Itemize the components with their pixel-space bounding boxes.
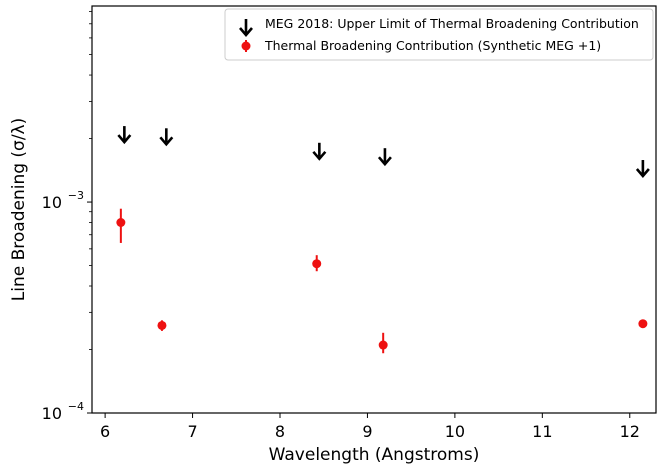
data-point xyxy=(638,319,648,329)
x-tick-label: 9 xyxy=(362,422,372,441)
point-marker xyxy=(116,217,126,227)
x-tick-label: 8 xyxy=(275,422,285,441)
axes-ticks: 6 7 8 9 10 11 12 10 −4 10 −3 xyxy=(42,11,640,441)
x-tick-label: 11 xyxy=(532,422,552,441)
y-tick-exponent: −4 xyxy=(68,400,84,413)
x-tick-label: 7 xyxy=(187,422,197,441)
upper-limit-arrow xyxy=(312,142,327,161)
axes-frame xyxy=(91,5,657,414)
legend-dot-marker xyxy=(241,40,251,52)
data-point xyxy=(312,255,322,272)
x-axis-label: Wavelength (Angstroms) xyxy=(269,445,480,465)
point-marker xyxy=(312,259,322,269)
legend-arrow-marker xyxy=(239,19,253,37)
y-axis-label: Line Broadening (σ/λ) xyxy=(9,118,29,301)
x-tick-label: 6 xyxy=(100,422,110,441)
legend-label: MEG 2018: Upper Limit of Thermal Broaden… xyxy=(265,16,639,31)
upper-limit-arrow xyxy=(159,128,174,147)
data-point xyxy=(157,320,167,331)
data-point xyxy=(378,332,388,354)
legend: MEG 2018: Upper Limit of Thermal Broaden… xyxy=(224,8,654,61)
legend-box xyxy=(224,8,654,61)
point-marker xyxy=(378,340,388,350)
y-tick-exponent: −3 xyxy=(68,189,84,202)
plot-area xyxy=(91,5,657,414)
data-point xyxy=(116,208,126,243)
upper-limit-arrow xyxy=(117,126,132,145)
x-tick-label: 12 xyxy=(620,422,640,441)
point-marker xyxy=(638,319,648,329)
x-tick-label: 10 xyxy=(445,422,465,441)
point-marker xyxy=(157,320,167,330)
upper-limit-arrow xyxy=(377,148,392,167)
legend-label: Thermal Broadening Contribution (Synthet… xyxy=(264,38,601,53)
y-tick-label: 10 xyxy=(42,404,62,423)
y-tick-label: 10 xyxy=(42,193,62,212)
upper-limit-arrow xyxy=(635,160,650,179)
